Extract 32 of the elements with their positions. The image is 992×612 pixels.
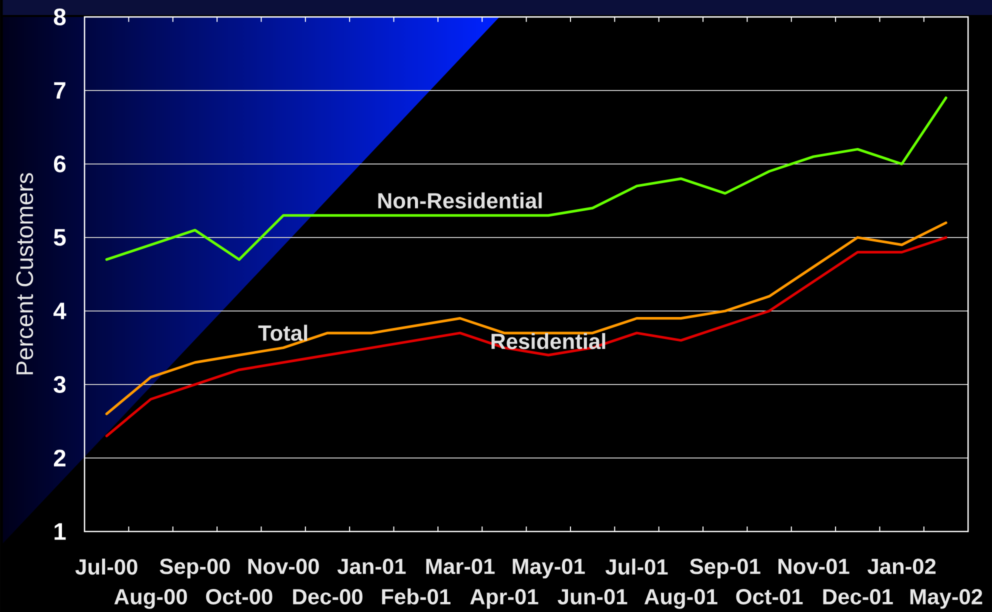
- x-tick-label: Aug-00: [114, 588, 187, 609]
- x-tick-label: Jul-00: [75, 558, 138, 575]
- y-tick-label: 3: [54, 376, 66, 393]
- x-tick-label: Nov-01: [778, 558, 850, 574]
- x-tick-label: Apr-01: [470, 588, 538, 609]
- x-tick-label: Sep-01: [690, 558, 760, 578]
- y-tick-label: 6: [54, 155, 66, 172]
- x-tick-label: Oct-01: [736, 588, 803, 604]
- x-tick-label: Jan-01: [337, 558, 406, 574]
- y-tick-label: 4: [53, 302, 66, 320]
- y-tick-label: 5: [54, 229, 66, 246]
- x-tick-label: Jun-01: [558, 588, 628, 604]
- x-tick-label: Dec-00: [293, 588, 362, 604]
- x-tick-label: Jul-01: [605, 558, 668, 575]
- series-label: Total: [258, 324, 308, 341]
- y-tick-label: 7: [54, 82, 66, 99]
- y-tick-label: 8: [54, 8, 66, 26]
- series-label: Residential: [492, 332, 606, 350]
- y-tick-label: 2: [54, 450, 66, 466]
- x-tick-label: Feb-01: [382, 588, 450, 604]
- x-tick-label: Mar-01: [426, 558, 495, 574]
- series-label: Non-Residential: [378, 192, 542, 208]
- x-tick-label: Oct-00: [206, 588, 272, 604]
- x-tick-label: Nov-00: [248, 558, 319, 574]
- y-axis-title: Percent Customers: [16, 172, 34, 374]
- x-tick-label: Aug-01: [644, 588, 718, 609]
- x-tick-label: May-02: [910, 588, 982, 609]
- x-tick-label: Jan-02: [868, 558, 936, 574]
- x-tick-label: Dec-01: [823, 588, 893, 604]
- y-tick-label: 1: [54, 523, 66, 540]
- x-tick-label: Sep-00: [160, 558, 230, 578]
- x-tick-label: May-01: [512, 558, 585, 578]
